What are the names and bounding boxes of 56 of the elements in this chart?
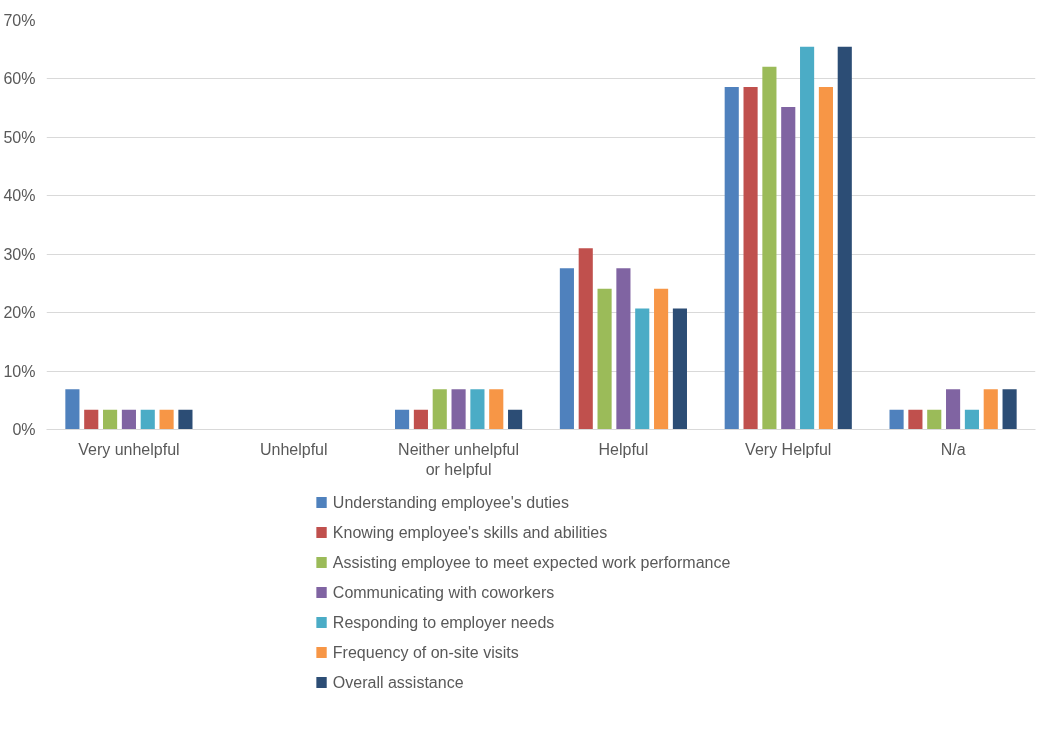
y-tick-label: 10% (3, 362, 36, 380)
bar (654, 288, 669, 430)
bar (103, 409, 118, 430)
bar (616, 268, 631, 430)
bar (724, 87, 739, 430)
bar (946, 389, 961, 430)
bar (159, 409, 174, 430)
x-tick-label: Very Helpful (745, 440, 832, 458)
bar (889, 409, 904, 430)
bar (781, 106, 796, 430)
bar (65, 389, 80, 430)
legend-label: Frequency of on-site visits (332, 644, 519, 661)
bar (743, 87, 758, 430)
y-tick-label: 40% (3, 187, 36, 205)
bar (672, 308, 687, 430)
y-tick-label: 70% (3, 12, 36, 29)
bar (395, 409, 410, 430)
x-tick-label: Helpful (598, 440, 649, 458)
bar (818, 87, 833, 430)
bar (927, 409, 942, 430)
x-tick-label: Unhelpful (259, 440, 328, 458)
bar (121, 409, 136, 430)
bar (762, 66, 777, 430)
bar (635, 308, 650, 430)
y-tick-label: 20% (3, 304, 36, 322)
legend-label: Communicating with coworkers (332, 584, 555, 601)
bar (559, 268, 574, 430)
bar (413, 409, 428, 430)
x-tick-label: Neither unhelpful or helpful (398, 440, 520, 478)
bar (578, 248, 593, 430)
bar (489, 389, 504, 430)
y-tick-label: 0% (12, 421, 36, 438)
bar (470, 389, 485, 430)
bar (837, 46, 852, 430)
bar (597, 288, 612, 430)
bar (84, 409, 99, 430)
legend-label: Assisting employee to meet expected work performance (332, 554, 731, 571)
bar (983, 389, 998, 430)
y-tick-label: 30% (3, 245, 36, 263)
bar (451, 389, 466, 430)
legend-label: Understanding employee's duties (332, 494, 569, 511)
y-tick-label: 60% (3, 70, 36, 88)
legend-label: Overall assistance (332, 674, 464, 691)
y-tick-label: 50% (3, 128, 36, 146)
bar (140, 409, 155, 430)
bar (178, 409, 193, 430)
legend-label: Knowing employee's skills and abilities (332, 524, 608, 541)
bar (508, 409, 523, 430)
bar (432, 389, 447, 430)
bar (1002, 389, 1017, 430)
bar (908, 409, 923, 430)
legend-label: Responding to employer needs (332, 614, 555, 631)
x-tick-label: Very unhelpful (78, 440, 180, 458)
x-tick-label: N/a (940, 440, 966, 458)
bar (800, 46, 815, 430)
bar (964, 409, 979, 430)
